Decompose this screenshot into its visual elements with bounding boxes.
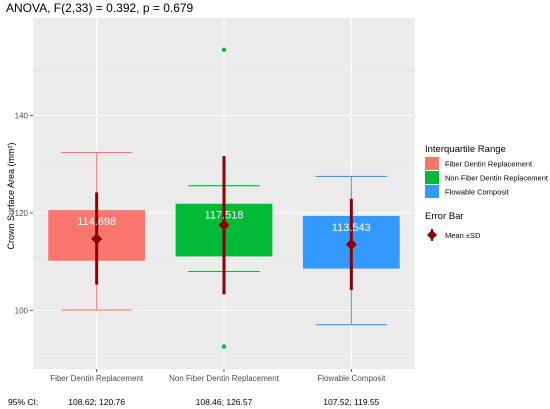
mean-label: 117.518	[205, 210, 244, 222]
y-axis-label: Crown Surface Area (mm²)	[6, 142, 16, 249]
legend: Interquartile Range Fiber Dentin Replacem…	[425, 144, 549, 241]
legend-label: Fiber Dentin Replacement	[445, 160, 533, 169]
legend-key	[425, 157, 439, 170]
x-tick-label: Non Fiber Dentin Replacement	[169, 374, 280, 383]
mean-marker	[91, 233, 103, 245]
y-tick-label: 100	[15, 307, 29, 316]
ci-value: 108.46; 126.57	[196, 397, 253, 407]
chart-title: ANOVA, F(2,33) = 0.392, p = 0.679	[6, 1, 194, 15]
legend-label: Non Fiber Dentin Replacement	[445, 174, 549, 183]
box-group: 113.543	[302, 175, 400, 326]
outlier-point	[221, 47, 227, 52]
mean-label: 114.698	[77, 216, 116, 228]
y-axis: 100 120 140	[15, 112, 33, 316]
y-tick-label: 140	[15, 112, 29, 121]
legend-key	[425, 171, 439, 184]
y-tick-label: 120	[15, 209, 29, 218]
legend-errorbar-label: Mean ±SD	[445, 231, 481, 240]
outlier-point	[221, 344, 227, 349]
ci-value: 108.62; 120.76	[68, 397, 125, 407]
ci-value: 107.52; 119.55	[323, 397, 379, 407]
ci-row: 95% CI: 108.62; 120.76 108.46; 126.57 107.5…	[8, 397, 380, 407]
x-tick-label: Flowable Composit	[317, 374, 386, 383]
legend-fill-title: Interquartile Range	[425, 144, 506, 155]
legend-errorbar-title: Error Bar	[425, 211, 464, 222]
mean-marker	[218, 219, 230, 231]
ci-row-label: 95% CI:	[8, 397, 38, 407]
legend-key	[425, 185, 439, 198]
box-group: 117.518	[175, 47, 273, 349]
box-group: 114.698	[48, 152, 146, 311]
x-tick-label: Fiber Dentin Replacement	[50, 374, 144, 383]
legend-errorbar-key-marker	[427, 230, 437, 240]
legend-label: Flowable Composit	[445, 188, 510, 197]
x-axis: Fiber Dentin Replacement Non Fiber Dentin…	[50, 369, 386, 383]
mean-label: 113.543	[332, 222, 371, 234]
mean-marker	[345, 238, 357, 250]
boxes: 114.698 117.518 113.543	[48, 47, 400, 349]
